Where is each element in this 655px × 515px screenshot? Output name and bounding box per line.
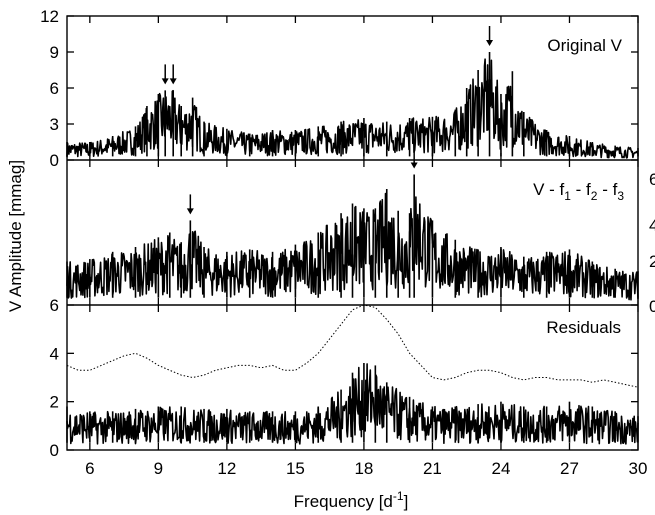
panel-label-original-v: Original V (547, 36, 622, 55)
right-clipped-label: 0 (649, 297, 655, 316)
right-clipped-label: 4 (649, 216, 655, 235)
right-clipped-label: 6 (649, 170, 655, 189)
x-axis-ticks: 6 9 12 15 18 21 24 27 30 (85, 16, 647, 478)
y-tick-label: 3 (50, 115, 59, 134)
y-tick-label: 12 (40, 7, 59, 26)
y-tick-label: 6 (50, 79, 59, 98)
right-clipped-label: 2 (649, 252, 655, 271)
frequency-arrow-head (486, 40, 494, 46)
y-tick-label: 9 (50, 43, 59, 62)
panel-prewhitened (66, 148, 639, 301)
y-tick-label: 4 (50, 344, 59, 363)
y-tick-label: 6 (50, 296, 59, 315)
y-tick-label: 0 (50, 441, 59, 460)
x-tick-label: 9 (154, 459, 163, 478)
axes-frame (66, 15, 639, 451)
periodogram-line (66, 58, 639, 159)
x-tick-label: 24 (491, 459, 510, 478)
x-tick-label: 27 (560, 459, 579, 478)
panel-label-prewhitened: V - f1 - f2 - f3 (533, 180, 624, 203)
plot-frame (66, 15, 639, 451)
right-clipped-labels: 6 4 2 0 (649, 170, 655, 316)
x-tick-label: 15 (286, 459, 305, 478)
y-axis-title: V Amplitude [mmag] (6, 160, 25, 312)
panel-original-v: 0 3 6 9 12 (40, 7, 639, 170)
x-axis-title: Frequency [d-1] (294, 489, 409, 511)
frequency-arrow-head (169, 78, 177, 85)
x-tick-label: 18 (354, 459, 373, 478)
frequency-arrow-head (161, 78, 169, 85)
y-tick-label: 2 (50, 393, 59, 412)
x-tick-label: 21 (423, 459, 442, 478)
panel-label-residuals: Residuals (546, 318, 621, 337)
frequency-arrow-head (410, 162, 418, 169)
x-tick-label: 6 (85, 459, 94, 478)
frequency-arrow-head (186, 208, 194, 215)
x-tick-label: 30 (629, 459, 648, 478)
y-tick-label: 0 (50, 151, 59, 170)
x-tick-label: 12 (217, 459, 236, 478)
significance-curve (66, 304, 639, 388)
